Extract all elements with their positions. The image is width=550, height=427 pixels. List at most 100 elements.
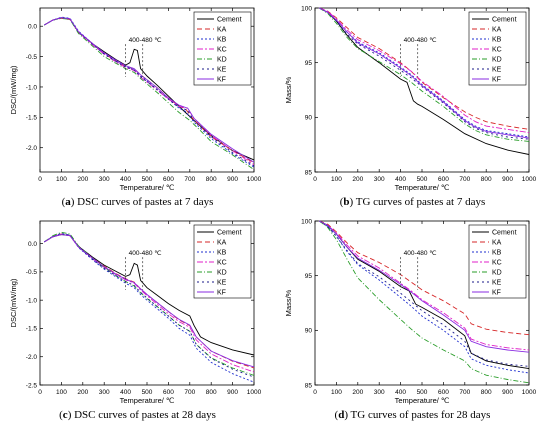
legend-label: KD — [492, 270, 502, 277]
series-line-kb — [44, 232, 255, 383]
series-line-kc — [44, 233, 255, 373]
annotation-label: 400-480 ℃ — [404, 250, 438, 257]
series-line-kc — [319, 220, 530, 351]
legend-label: KF — [217, 290, 226, 297]
series-line-ke — [319, 7, 530, 140]
x-tick-label: 900 — [502, 389, 513, 396]
caption-a-text: DSC curves of pastes at 7 days — [77, 196, 214, 208]
caption-b: (b) TG curves of pastes at 7 days — [339, 196, 486, 208]
y-axis-label: Mass/% — [284, 289, 293, 316]
dsc-7-days-chart: 0 100 200 300 400 500 600 700 800 900 1000 0.0 -0.5 -… — [9, 7, 262, 192]
legend-label: KB — [217, 250, 227, 257]
tg-28-days-chart: 0 100 200 300 400 500 600 700 800 900 1000 85 90 95 10… — [284, 218, 537, 405]
series-line-kf — [44, 234, 255, 368]
legend-label: KB — [217, 37, 227, 44]
x-tick-label: 400 — [395, 176, 406, 183]
x-tick-label: 500 — [142, 176, 153, 183]
legend-box — [468, 224, 527, 299]
x-tick-label: 200 — [352, 389, 363, 396]
caption-d-text: TG curves of pastes for 28 days — [350, 409, 491, 421]
x-tick-label: 400 — [120, 176, 131, 183]
y-tick-label: -0.5 — [26, 54, 38, 61]
series-line-kf — [319, 7, 530, 139]
x-tick-label: 1000 — [247, 176, 262, 183]
tg-7-days-chart: 0 100 200 300 400 500 600 700 800 900 1000 85 90 95 10… — [284, 5, 537, 192]
x-tick-label: 600 — [438, 389, 449, 396]
x-tick-label: 800 — [206, 176, 217, 183]
series-line-ka — [319, 220, 530, 336]
y-tick-label: -2.0 — [26, 354, 38, 361]
legend-box — [468, 11, 527, 86]
legend-label: KE — [492, 280, 502, 287]
x-tick-label: 800 — [481, 176, 492, 183]
legend-label: Cement — [217, 17, 242, 24]
legend-label: KC — [217, 47, 227, 54]
x-axis-label: Temperature/ ℃ — [395, 183, 450, 192]
x-tick-label: 900 — [227, 176, 238, 183]
legend-label: KC — [217, 260, 227, 267]
caption-c-text: DSC curves of pastes at 28 days — [74, 409, 216, 421]
series-line-kb — [319, 220, 530, 374]
x-tick-label: 800 — [481, 389, 492, 396]
legend-label: KA — [217, 27, 227, 34]
series-line-kf — [319, 220, 530, 353]
legend-label: KD — [217, 270, 227, 277]
legend-label: KF — [217, 77, 226, 84]
dsc-28-days-chart: 0 100 200 300 400 500 600 700 800 900 1000 0.0 -0.5 -… — [9, 220, 262, 405]
caption-d-letter: d — [338, 409, 345, 421]
x-axis-label: Temperature/ ℃ — [120, 396, 175, 405]
caption-c-letter: c — [62, 409, 68, 421]
legend-label: KE — [492, 67, 502, 74]
legend-label: KB — [492, 250, 502, 257]
x-tick-label: 600 — [163, 389, 174, 396]
series-line-kb — [319, 7, 530, 138]
x-tick-label: 0 — [313, 176, 317, 183]
x-axis-label: Temperature/ ℃ — [120, 183, 175, 192]
annotation-label: 400-480 ℃ — [129, 37, 163, 44]
x-tick-label: 700 — [459, 389, 470, 396]
series-line-kd — [319, 7, 530, 142]
x-tick-label: 100 — [331, 176, 342, 183]
y-tick-label: 90 — [305, 328, 313, 335]
x-tick-label: 1000 — [247, 389, 262, 396]
x-axis-label: Temperature/ ℃ — [395, 396, 450, 405]
annotation-label: 400-480 ℃ — [404, 37, 438, 44]
legend-label: Cement — [217, 230, 242, 237]
annotation-label: 400-480 ℃ — [129, 250, 163, 257]
legend-label: Cement — [492, 17, 517, 24]
x-tick-label: 0 — [38, 176, 42, 183]
caption-a: (a) DSC curves of pastes at 7 days — [61, 196, 214, 208]
x-tick-label: 100 — [331, 389, 342, 396]
x-tick-label: 500 — [142, 389, 153, 396]
x-tick-label: 800 — [206, 389, 217, 396]
x-tick-label: 0 — [38, 389, 42, 396]
x-tick-label: 700 — [184, 176, 195, 183]
y-tick-label: 0.0 — [28, 241, 37, 248]
y-tick-label: 95 — [305, 273, 313, 280]
legend-label: KC — [492, 260, 502, 267]
series-line-kb — [44, 16, 255, 168]
x-tick-label: 400 — [120, 389, 131, 396]
x-tick-label: 300 — [374, 176, 385, 183]
caption-b-text: TG curves of pastes at 7 days — [355, 196, 486, 208]
x-tick-label: 100 — [56, 176, 67, 183]
y-tick-label: -0.5 — [26, 269, 38, 276]
legend-box — [193, 11, 252, 86]
x-tick-label: 700 — [184, 389, 195, 396]
x-tick-label: 0 — [313, 389, 317, 396]
y-tick-label: -2.5 — [26, 382, 38, 389]
y-axis-label: Mass/% — [284, 76, 293, 103]
x-tick-label: 200 — [77, 389, 88, 396]
x-tick-label: 300 — [99, 176, 110, 183]
y-axis-label: DSC/(mW/mg) — [9, 278, 18, 327]
x-tick-label: 1000 — [522, 389, 537, 396]
y-tick-label: -1.5 — [26, 115, 38, 122]
legend-label: KF — [492, 290, 501, 297]
y-tick-label: -1.0 — [26, 297, 38, 304]
y-tick-label: 85 — [305, 169, 313, 176]
y-tick-label: 85 — [305, 382, 313, 389]
x-tick-label: 300 — [99, 389, 110, 396]
series-line-kd — [44, 231, 255, 376]
y-tick-label: 90 — [305, 115, 313, 122]
legend-label: KA — [492, 240, 502, 247]
